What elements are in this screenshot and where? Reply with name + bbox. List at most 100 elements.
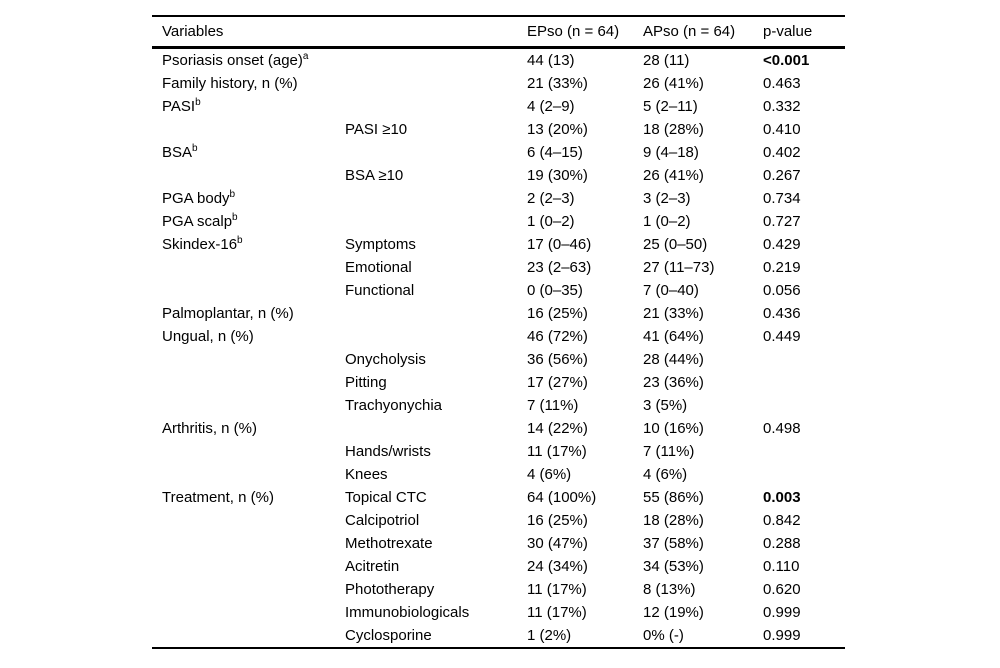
pvalue-cell: 0.332 bbox=[763, 98, 801, 115]
table-row: Cyclosporine 1 (2%) 0% (-) 0.999 bbox=[152, 624, 845, 647]
variable-label: Family history, n (%) bbox=[162, 75, 298, 92]
apso-value-cell: 55 (86%) bbox=[643, 489, 704, 506]
table-row: Phototherapy 11 (17%) 8 (13%) 0.620 bbox=[152, 578, 845, 601]
pvalue-cell: 0.003 bbox=[763, 489, 801, 506]
epso-value-cell: 17 (0–46) bbox=[527, 236, 592, 253]
table-row: BSA ≥10 19 (30%) 26 (41%) 0.267 bbox=[152, 164, 845, 187]
epso-value-cell: 11 (17%) bbox=[527, 604, 587, 621]
table-row: BSAb 6 (4–15) 9 (4–18) 0.402 bbox=[152, 141, 845, 164]
epso-value-cell: 7 (11%) bbox=[527, 397, 579, 414]
apso-value-cell: 7 (11%) bbox=[643, 443, 695, 460]
apso-value-cell: 8 (13%) bbox=[643, 581, 696, 598]
table-body: Psoriasis onset (age)a 44 (13) 28 (11) <… bbox=[152, 49, 845, 647]
subvariable-cell: Phototherapy bbox=[345, 581, 435, 598]
subvariable-cell: Emotional bbox=[345, 259, 412, 276]
pvalue-cell: 0.842 bbox=[763, 512, 801, 529]
epso-value-cell: 19 (30%) bbox=[527, 167, 588, 184]
table-row: Hands/wrists 11 (17%) 7 (11%) bbox=[152, 440, 845, 463]
apso-value-cell: 9 (4–18) bbox=[643, 144, 699, 161]
table-row: Onycholysis 36 (56%) 28 (44%) bbox=[152, 348, 845, 371]
pvalue-cell: 0.288 bbox=[763, 535, 801, 552]
table-row: Knees 4 (6%) 4 (6%) bbox=[152, 463, 845, 486]
variable-cell: Palmoplantar, n (%) bbox=[152, 302, 345, 325]
table-row: Immunobiologicals 11 (17%) 12 (19%) 0.99… bbox=[152, 601, 845, 624]
epso-value-cell: 4 (2–9) bbox=[527, 98, 575, 115]
apso-value-cell: 23 (36%) bbox=[643, 374, 704, 391]
table-row: Palmoplantar, n (%) 16 (25%) 21 (33%) 0.… bbox=[152, 302, 845, 325]
subvariable-cell: Trachyonychia bbox=[345, 397, 442, 414]
header-epso: EPso (n = 64) bbox=[527, 23, 620, 40]
apso-value-cell: 3 (2–3) bbox=[643, 190, 691, 207]
epso-value-cell: 11 (17%) bbox=[527, 581, 587, 598]
variable-label: Treatment, n (%) bbox=[162, 489, 274, 506]
pvalue-cell: 0.449 bbox=[763, 328, 801, 345]
variable-cell: Skindex-16b bbox=[152, 233, 345, 256]
pvalue-cell: 0.410 bbox=[763, 121, 801, 138]
apso-value-cell: 25 (0–50) bbox=[643, 236, 708, 253]
pvalue-cell: 0.999 bbox=[763, 604, 801, 621]
pvalue-cell: 0.436 bbox=[763, 305, 801, 322]
subvariable-cell: PASI ≥10 bbox=[345, 121, 408, 138]
epso-value-cell: 14 (22%) bbox=[527, 420, 588, 437]
variable-superscript: a bbox=[302, 51, 309, 62]
header-pvalue: p-value bbox=[763, 23, 813, 40]
variable-label: Ungual, n (%) bbox=[162, 328, 254, 345]
subvariable-cell: Onycholysis bbox=[345, 351, 426, 368]
header-apso: APso (n = 64) bbox=[643, 23, 736, 40]
subvariable-cell: Topical CTC bbox=[345, 489, 427, 506]
apso-value-cell: 27 (11–73) bbox=[643, 259, 715, 276]
epso-value-cell: 44 (13) bbox=[527, 52, 575, 69]
table-row: Ungual, n (%) 46 (72%) 41 (64%) 0.449 bbox=[152, 325, 845, 348]
pvalue-cell: 0.727 bbox=[763, 213, 801, 230]
table-row: Family history, n (%) 21 (33%) 26 (41%) … bbox=[152, 72, 845, 95]
table-row: PGA scalpb 1 (0–2) 1 (0–2) 0.727 bbox=[152, 210, 845, 233]
apso-value-cell: 18 (28%) bbox=[643, 121, 704, 138]
pvalue-cell: 0.267 bbox=[763, 167, 801, 184]
epso-value-cell: 30 (47%) bbox=[527, 535, 588, 552]
apso-value-cell: 28 (44%) bbox=[643, 351, 704, 368]
table-row: PGA bodyb 2 (2–3) 3 (2–3) 0.734 bbox=[152, 187, 845, 210]
pvalue-cell: 0.734 bbox=[763, 190, 801, 207]
epso-value-cell: 21 (33%) bbox=[527, 75, 588, 92]
table-row: Psoriasis onset (age)a 44 (13) 28 (11) <… bbox=[152, 49, 845, 72]
variable-cell: Psoriasis onset (age)a bbox=[152, 49, 345, 72]
variable-cell: Arthritis, n (%) bbox=[152, 417, 345, 440]
variable-cell: BSAb bbox=[152, 141, 345, 164]
table-row: Emotional 23 (2–63) 27 (11–73) 0.219 bbox=[152, 256, 845, 279]
subvariable-cell: Calcipotriol bbox=[345, 512, 420, 529]
subvariable-cell: Methotrexate bbox=[345, 535, 433, 552]
apso-value-cell: 26 (41%) bbox=[643, 75, 704, 92]
subvariable-cell: Symptoms bbox=[345, 236, 416, 253]
table-row: PASI ≥10 13 (20%) 18 (28%) 0.410 bbox=[152, 118, 845, 141]
pvalue-cell: 0.620 bbox=[763, 581, 801, 598]
variable-cell: PASIb bbox=[152, 95, 345, 118]
pvalue-cell: 0.498 bbox=[763, 420, 801, 437]
variable-label: Skindex-16 bbox=[162, 236, 238, 253]
apso-value-cell: 5 (2–11) bbox=[643, 98, 698, 115]
epso-value-cell: 23 (2–63) bbox=[527, 259, 592, 276]
apso-value-cell: 26 (41%) bbox=[643, 167, 704, 184]
subvariable-cell: Cyclosporine bbox=[345, 627, 432, 644]
subvariable-cell: BSA ≥10 bbox=[345, 167, 404, 184]
epso-value-cell: 36 (56%) bbox=[527, 351, 588, 368]
subvariable-cell: Acitretin bbox=[345, 558, 400, 575]
table-row: Treatment, n (%) Topical CTC 64 (100%) 5… bbox=[152, 486, 845, 509]
variable-superscript: b bbox=[195, 97, 201, 108]
apso-value-cell: 3 (5%) bbox=[643, 397, 688, 414]
epso-value-cell: 16 (25%) bbox=[527, 305, 588, 322]
subvariable-cell: Pitting bbox=[345, 374, 387, 391]
table-row: Trachyonychia 7 (11%) 3 (5%) bbox=[152, 394, 845, 417]
table-row: PASIb 4 (2–9) 5 (2–11) 0.332 bbox=[152, 95, 845, 118]
apso-value-cell: 41 (64%) bbox=[643, 328, 704, 345]
apso-value-cell: 21 (33%) bbox=[643, 305, 704, 322]
subvariable-cell: Functional bbox=[345, 282, 415, 299]
variable-cell: PGA scalpb bbox=[152, 210, 345, 233]
pvalue-cell: 0.999 bbox=[763, 627, 801, 644]
apso-value-cell: 10 (16%) bbox=[643, 420, 704, 437]
table-row: Arthritis, n (%) 14 (22%) 10 (16%) 0.498 bbox=[152, 417, 845, 440]
apso-value-cell: 1 (0–2) bbox=[643, 213, 691, 230]
subvariable-cell: Hands/wrists bbox=[345, 443, 431, 460]
pvalue-cell: 0.056 bbox=[763, 282, 801, 299]
apso-value-cell: 7 (0–40) bbox=[643, 282, 699, 299]
